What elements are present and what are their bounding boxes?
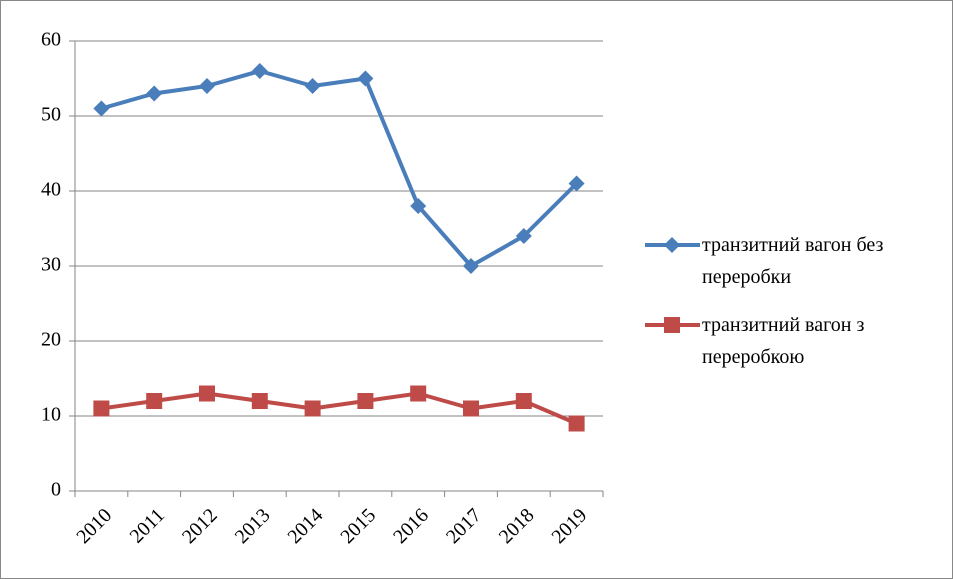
y-tick-label: 60	[41, 29, 61, 51]
data-point	[93, 400, 110, 417]
legend-label: транзитний вагон без переробки	[702, 234, 884, 288]
data-point	[146, 85, 163, 102]
data-point	[146, 393, 163, 409]
data-point	[251, 393, 268, 409]
data-point	[93, 100, 110, 117]
data-point	[251, 63, 268, 79]
data-point	[515, 393, 532, 409]
data-point	[568, 175, 585, 192]
data-point	[568, 415, 585, 432]
data-point	[304, 78, 321, 94]
data-point	[357, 393, 374, 409]
legend-label: транзитний вагон з переробкою	[702, 314, 865, 368]
data-point	[410, 385, 427, 402]
data-point	[410, 198, 427, 214]
legend-marker	[664, 317, 680, 333]
data-point	[199, 385, 215, 402]
y-tick-label: 30	[41, 254, 61, 276]
series-line	[100, 69, 579, 268]
data-point	[199, 78, 215, 94]
y-tick-label: 0	[51, 479, 61, 501]
series-line	[101, 391, 578, 426]
data-point	[515, 228, 532, 244]
y-tick-label: 40	[41, 179, 61, 201]
y-tick-label: 50	[41, 104, 61, 126]
data-point	[463, 258, 479, 274]
data-point	[357, 70, 374, 87]
data-point	[304, 400, 321, 417]
legend-marker	[664, 237, 680, 253]
y-tick-label: 10	[41, 404, 61, 426]
y-tick-label: 20	[41, 329, 61, 351]
data-point	[463, 400, 479, 417]
